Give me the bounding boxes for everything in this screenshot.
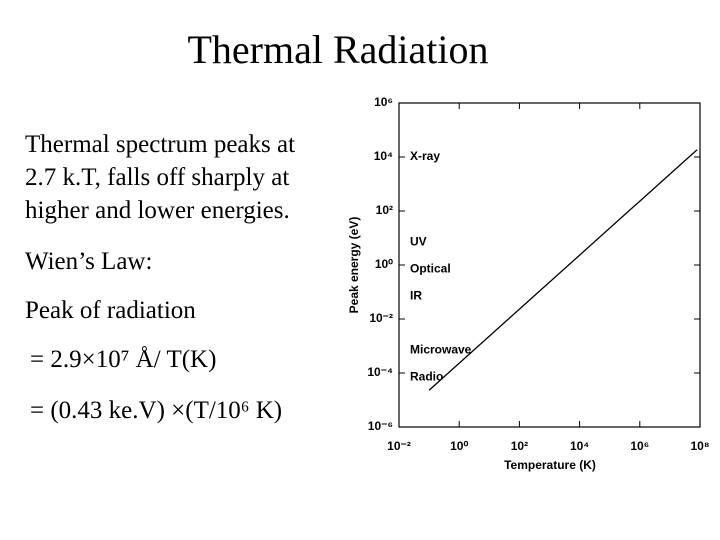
y-tick-label: 10⁻² — [369, 311, 393, 325]
x-tick-label: 10⁰ — [450, 439, 468, 453]
x-tick-label: 10⁸ — [690, 439, 709, 453]
chart: Temperature (K) Peak energy (eV) 10⁻² 10⁰… — [347, 95, 709, 472]
region-label: Radio — [410, 369, 443, 383]
y-tick-label: 10⁶ — [374, 95, 393, 109]
y-axis-label: Peak energy (eV) — [347, 217, 361, 314]
body-line: Thermal spectrum peaks at — [25, 131, 295, 158]
x-tick-label: 10⁴ — [570, 439, 589, 453]
body-line: 2.7 k.T, falls off sharply at — [25, 164, 289, 191]
x-tick-label: 10² — [511, 439, 528, 453]
x-tick-label: 10⁻² — [387, 439, 411, 453]
y-tick-label: 10² — [376, 203, 393, 217]
body-line: Peak of radiation — [25, 297, 196, 324]
slide-title: Thermal Radiation — [187, 27, 488, 72]
y-tick-label: 10⁴ — [374, 149, 393, 163]
body-text: Thermal spectrum peaks at 2.7 k.T, falls … — [25, 131, 295, 424]
body-line: higher and lower energies. — [25, 197, 290, 224]
region-label: Optical — [410, 261, 451, 275]
x-axis-label: Temperature (K) — [504, 458, 596, 472]
y-tick-label: 10⁻⁴ — [367, 365, 393, 379]
region-label: IR — [410, 288, 422, 302]
y-tick-label: 10⁰ — [375, 257, 393, 271]
y-tick-label: 10⁻⁶ — [368, 419, 393, 433]
body-line: = 2.9×10⁷ Å/ T(K) — [30, 346, 216, 373]
region-label: UV — [410, 234, 427, 248]
x-tick-label: 10⁶ — [630, 439, 649, 453]
body-line: = (0.43 ke.V) ×(T/10⁶ K) — [30, 397, 282, 424]
region-label: Microwave — [410, 342, 472, 356]
region-label: X-ray — [410, 149, 440, 163]
data-line — [428, 149, 698, 391]
body-line: Wien’s Law: — [25, 248, 152, 275]
